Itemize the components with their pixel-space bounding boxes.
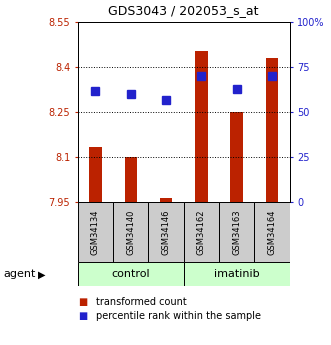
Text: transformed count: transformed count bbox=[96, 297, 187, 307]
Bar bbox=[254, 202, 290, 262]
Text: ■: ■ bbox=[78, 311, 87, 321]
Text: ▶: ▶ bbox=[38, 269, 46, 279]
Bar bbox=[230, 111, 243, 202]
Bar bbox=[78, 262, 184, 286]
Bar bbox=[266, 58, 278, 202]
Text: GSM34162: GSM34162 bbox=[197, 209, 206, 255]
Text: GSM34164: GSM34164 bbox=[267, 209, 276, 255]
Text: control: control bbox=[112, 269, 150, 279]
Bar bbox=[148, 202, 184, 262]
Text: agent: agent bbox=[3, 269, 36, 279]
Bar bbox=[89, 147, 102, 202]
Text: GDS3043 / 202053_s_at: GDS3043 / 202053_s_at bbox=[109, 4, 259, 17]
Bar bbox=[219, 202, 254, 262]
Text: GSM34134: GSM34134 bbox=[91, 209, 100, 255]
Bar bbox=[195, 51, 208, 202]
Bar bbox=[124, 157, 137, 202]
Text: GSM34140: GSM34140 bbox=[126, 209, 135, 255]
Text: GSM34163: GSM34163 bbox=[232, 209, 241, 255]
Bar bbox=[184, 202, 219, 262]
Bar bbox=[160, 198, 172, 202]
Bar bbox=[113, 202, 148, 262]
Text: imatinib: imatinib bbox=[214, 269, 260, 279]
Text: ■: ■ bbox=[78, 297, 87, 307]
Bar bbox=[184, 262, 290, 286]
Bar bbox=[78, 202, 113, 262]
Text: percentile rank within the sample: percentile rank within the sample bbox=[96, 311, 261, 321]
Text: GSM34146: GSM34146 bbox=[162, 209, 170, 255]
